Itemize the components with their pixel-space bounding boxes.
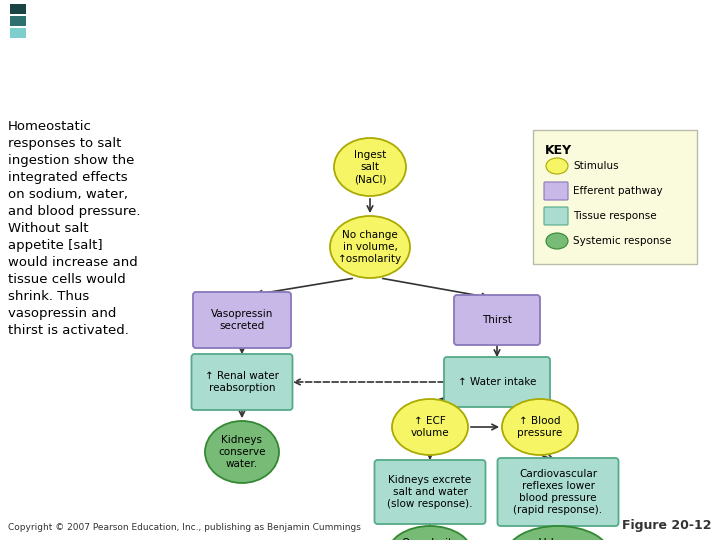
Bar	[10, 28, 26, 38]
Text: ↑ Blood
pressure: ↑ Blood pressure	[518, 416, 562, 438]
FancyBboxPatch shape	[544, 182, 568, 200]
Ellipse shape	[506, 526, 610, 540]
Ellipse shape	[546, 233, 568, 249]
FancyBboxPatch shape	[192, 354, 292, 410]
FancyBboxPatch shape	[374, 460, 485, 524]
Text: Thirst: Thirst	[482, 315, 512, 325]
Ellipse shape	[330, 216, 410, 278]
Ellipse shape	[392, 399, 468, 455]
FancyBboxPatch shape	[533, 130, 697, 264]
Text: Stimulus: Stimulus	[573, 161, 618, 171]
FancyBboxPatch shape	[498, 458, 618, 526]
Text: Kidneys
conserve
water.: Kidneys conserve water.	[218, 435, 266, 469]
Text: ↑ Water intake: ↑ Water intake	[458, 377, 536, 387]
Ellipse shape	[205, 421, 279, 483]
Text: Systemic response: Systemic response	[573, 236, 671, 246]
Bar	[10, 16, 26, 26]
Text: Vasopressin
secreted: Vasopressin secreted	[211, 309, 273, 331]
Text: Kidneys excrete
salt and water
(slow response).: Kidneys excrete salt and water (slow res…	[387, 475, 473, 509]
Bar	[10, 4, 26, 14]
Text: KEY: KEY	[545, 144, 572, 157]
FancyBboxPatch shape	[454, 295, 540, 345]
Text: No change
in volume,
↑osmolarity: No change in volume, ↑osmolarity	[338, 230, 402, 264]
Ellipse shape	[387, 526, 473, 540]
Text: Cardiovascular
reflexes lower
blood pressure
(rapid response).: Cardiovascular reflexes lower blood pres…	[513, 469, 603, 515]
Ellipse shape	[502, 399, 578, 455]
Text: Tissue response: Tissue response	[573, 211, 657, 221]
Text: Ingest
salt
(NaCl): Ingest salt (NaCl)	[354, 150, 386, 184]
Text: Osmolarity
returns to
normal.: Osmolarity returns to normal.	[401, 538, 459, 540]
Text: Figure 20-12: Figure 20-12	[623, 519, 712, 532]
Ellipse shape	[546, 158, 568, 174]
Text: Volume
and blood pressure
return to normal.: Volume and blood pressure return to norm…	[508, 538, 608, 540]
FancyBboxPatch shape	[444, 357, 550, 407]
Text: ↑ Renal water
reabsorption: ↑ Renal water reabsorption	[205, 371, 279, 393]
Text: ↑ ECF
volume: ↑ ECF volume	[410, 416, 449, 438]
FancyBboxPatch shape	[544, 207, 568, 225]
FancyBboxPatch shape	[193, 292, 291, 348]
Ellipse shape	[334, 138, 406, 196]
Text: Sodium Balance: Sodium Balance	[34, 16, 284, 44]
Text: Homeostatic
responses to salt
ingestion show the
integrated effects
on sodium, w: Homeostatic responses to salt ingestion …	[8, 120, 140, 337]
Text: Copyright © 2007 Pearson Education, Inc., publishing as Benjamin Cummings: Copyright © 2007 Pearson Education, Inc.…	[8, 523, 361, 532]
Text: Efferent pathway: Efferent pathway	[573, 186, 662, 196]
